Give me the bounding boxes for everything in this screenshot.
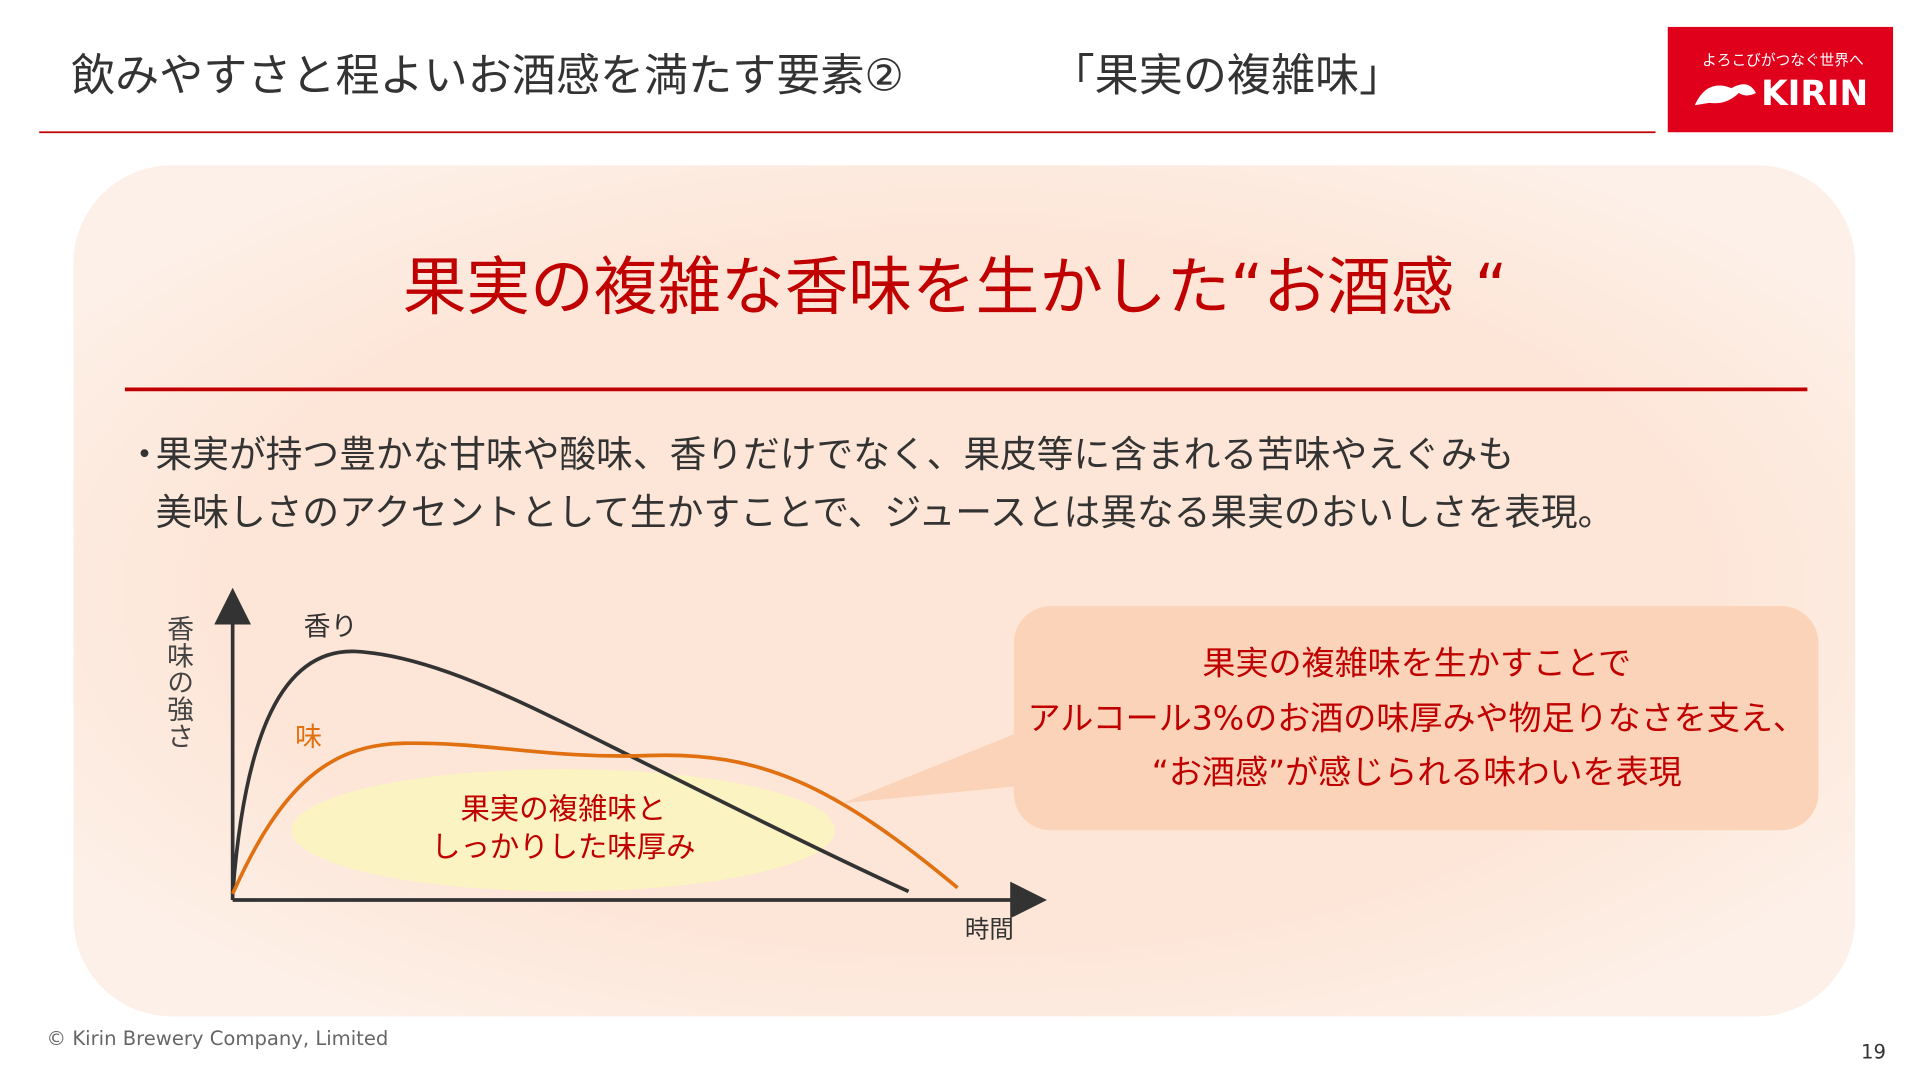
highlight-text: 果実の複雑味と [460,792,666,826]
callout-line: 果実の複雑味を生かすことで [1202,643,1631,682]
callout-line: “お酒感”が感じられる味わいを表現 [1152,752,1682,791]
bullet-line: 美味しさのアクセントとして生かすことで、ジュースとは異なる果実のおいしさを表現。 [156,491,1615,534]
logo-tagline: よろこびがつなぐ世界へ [1702,52,1864,69]
x-axis-label: 時間 [965,915,1014,944]
panel-heading: 果実の複雑な香味を生かした“お酒感 “ [403,251,1508,325]
taste-label: 味 [295,722,322,753]
header-subtitle: 「果実の複雑味」 [1051,50,1404,101]
bullet-marker: ・ [126,433,163,476]
aroma-label: 香り [304,612,358,643]
highlight-text: しっかりした味厚み [431,830,695,864]
logo-brand: KIRIN [1761,74,1868,114]
copyright: © Kirin Brewery Company, Limited [47,1027,389,1050]
bullet-line: 果実が持つ豊かな甘味や酸味、香りだけでなく、果皮等に含まれる苦味やえぐみも [156,433,1515,476]
highlight-ellipse [291,768,836,892]
taste-curve [230,741,959,895]
header-title: 飲みやすさと程よいお酒感を満たす要素② [71,50,904,101]
callout-line: アルコール3%のお酒の味厚みや物足りなさを支え、 [1028,699,1806,738]
logo-box [1667,26,1894,133]
y-axis-label: 香味の強さ [162,614,193,749]
callout [1013,606,1819,831]
logo-icon [1694,84,1756,106]
page-number: 19 [1861,1041,1886,1064]
aroma-curve [230,649,910,895]
callout-tail [842,732,1019,804]
